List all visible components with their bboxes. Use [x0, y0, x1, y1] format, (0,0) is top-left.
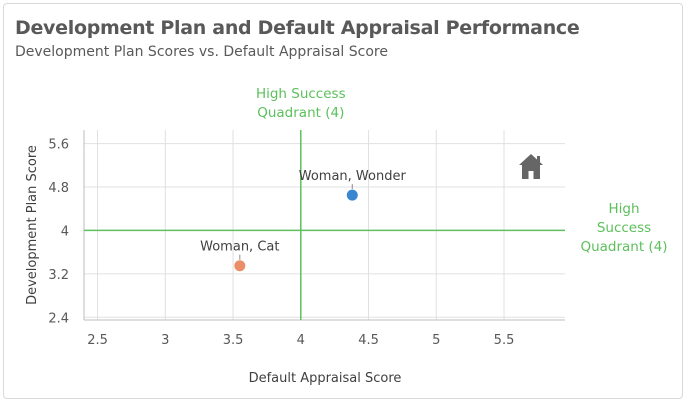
reference-lines: High Success Quadrant (4) High Success Quadr… — [84, 86, 668, 320]
x-tick-label: 4 — [297, 333, 305, 348]
y-axis-title: Development Plan Score — [25, 145, 40, 305]
data-points: Woman, Wonder Woman, Cat — [200, 169, 407, 272]
y-tick-label: 4.8 — [48, 181, 69, 196]
home-icon[interactable] — [519, 154, 543, 179]
chart-title: Development Plan and Default Appraisal P… — [15, 17, 580, 39]
point-label: Woman, Wonder — [299, 169, 407, 184]
tick-labels: 2.5 3 3.5 4 4.5 5 5.5 2.4 3.2 4 4.8 5.6 — [48, 138, 514, 348]
x-tick-label: 5.5 — [494, 333, 515, 348]
point-label: Woman, Cat — [200, 240, 279, 255]
y-tick-label: 2.4 — [48, 311, 69, 326]
x-tick-label: 3.5 — [223, 333, 244, 348]
chart-subtitle: Development Plan Scores vs. Default Appr… — [15, 44, 388, 60]
y-tick-label: 3.2 — [48, 268, 69, 283]
x-tick-label: 3 — [161, 333, 169, 348]
data-point[interactable] — [346, 189, 358, 201]
x-tick-label: 2.5 — [87, 333, 108, 348]
y-reference-label: High Success Quadrant (4) — [580, 201, 667, 255]
axes — [83, 130, 565, 321]
x-axis-title: Default Appraisal Score — [249, 371, 402, 386]
y-tick-label: 4 — [61, 224, 69, 239]
chart-card — [3, 3, 683, 399]
grid-lines — [84, 130, 565, 320]
data-point[interactable] — [234, 260, 246, 272]
y-tick-label: 5.6 — [48, 138, 69, 153]
x-tick-label: 5 — [432, 333, 440, 348]
x-reference-label: High Success Quadrant (4) — [256, 86, 346, 121]
x-tick-label: 4.5 — [358, 333, 379, 348]
